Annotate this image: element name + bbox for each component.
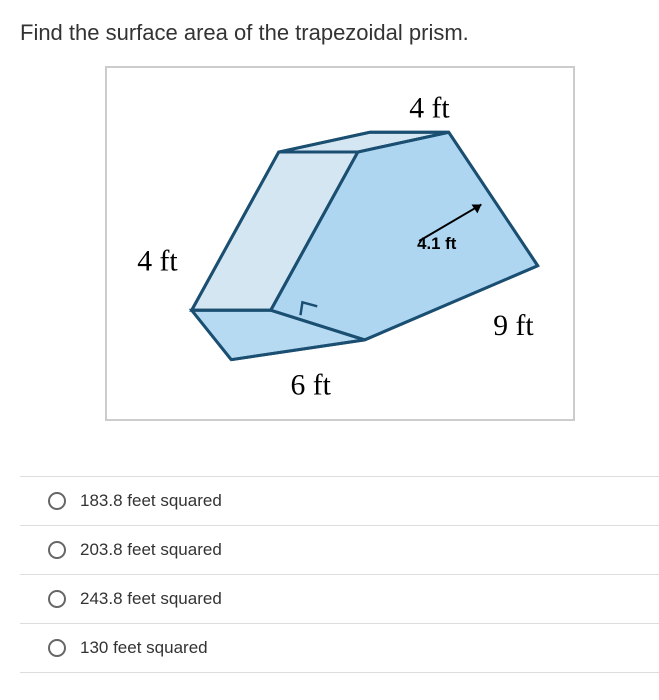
figure-container: 4 ft 4 ft 4.1 ft 9 ft 6 ft <box>105 66 575 421</box>
label-slant: 4.1 ft <box>417 234 457 253</box>
option-4[interactable]: 130 feet squared <box>20 624 659 673</box>
question-text: Find the surface area of the trapezoidal… <box>20 20 659 46</box>
option-label: 183.8 feet squared <box>80 491 222 511</box>
option-3[interactable]: 243.8 feet squared <box>20 575 659 624</box>
label-top: 4 ft <box>409 92 450 124</box>
option-label: 130 feet squared <box>80 638 208 658</box>
label-right: 9 ft <box>493 310 534 342</box>
option-2[interactable]: 203.8 feet squared <box>20 526 659 575</box>
label-left: 4 ft <box>137 246 178 278</box>
radio-icon <box>48 541 66 559</box>
options-list: 183.8 feet squared 203.8 feet squared 24… <box>20 476 659 673</box>
option-label: 243.8 feet squared <box>80 589 222 609</box>
radio-icon <box>48 590 66 608</box>
option-1[interactable]: 183.8 feet squared <box>20 476 659 526</box>
label-bottom: 6 ft <box>291 369 332 401</box>
prism-diagram: 4 ft 4 ft 4.1 ft 9 ft 6 ft <box>107 68 573 419</box>
radio-icon <box>48 492 66 510</box>
option-label: 203.8 feet squared <box>80 540 222 560</box>
radio-icon <box>48 639 66 657</box>
